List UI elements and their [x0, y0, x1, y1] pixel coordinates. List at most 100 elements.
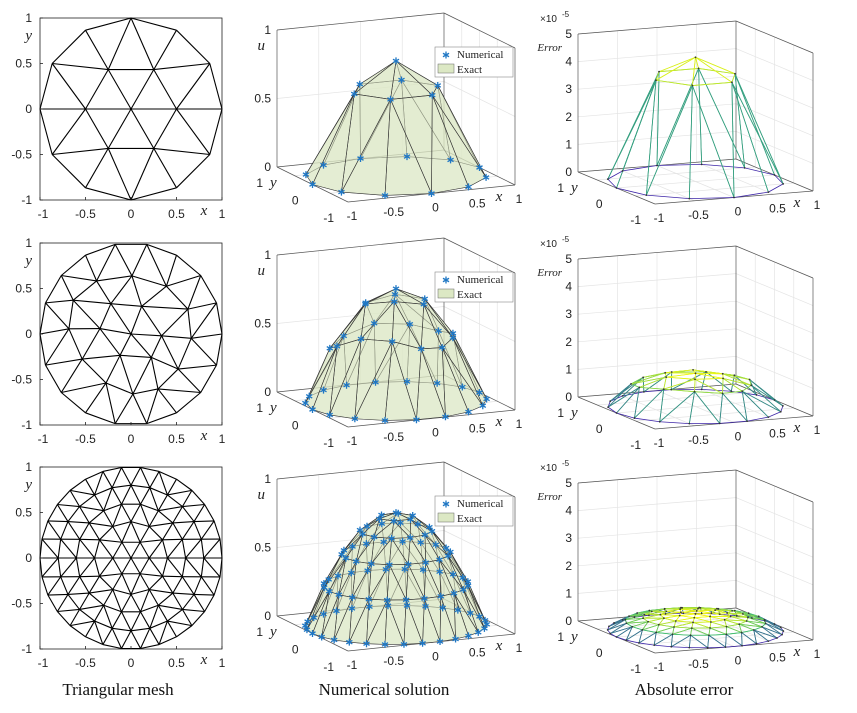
- error-point: [615, 187, 618, 189]
- error-edge: [764, 619, 784, 632]
- x-tick-label: 0: [735, 205, 742, 219]
- mesh-edge: [79, 592, 90, 610]
- mesh-edge: [105, 355, 121, 384]
- x-tick-label: 1: [814, 423, 821, 437]
- error-edge: [616, 187, 647, 196]
- error-edge: [630, 376, 667, 385]
- error-edge: [655, 56, 696, 81]
- mesh-edge: [157, 388, 201, 394]
- numerical-point-marker: [320, 584, 328, 592]
- numerical-point-marker: [359, 530, 366, 538]
- error-point: [710, 621, 712, 623]
- error-edge: [708, 634, 726, 648]
- mesh-edge: [161, 557, 168, 577]
- mesh-edge: [153, 69, 177, 110]
- error-edge: [756, 394, 775, 401]
- error-point: [773, 399, 776, 401]
- legend: Numerical Exact: [434, 271, 514, 303]
- mesh-edge: [85, 108, 109, 149]
- mesh-edge: [158, 636, 177, 646]
- mesh-edge: [141, 285, 167, 307]
- error-edge: [724, 619, 727, 627]
- numerical-point-marker: [403, 602, 411, 610]
- error-edge: [715, 609, 728, 614]
- y-tick-label: 1: [557, 406, 564, 420]
- z-tick-label: 0: [264, 160, 271, 174]
- mesh-edge: [194, 593, 215, 596]
- mesh-edge: [99, 557, 114, 577]
- numerical-point-marker: [402, 596, 410, 604]
- mesh-edge: [140, 628, 151, 649]
- mesh-edge: [141, 306, 163, 337]
- numerical-point-marker: [419, 639, 426, 647]
- y-tick-label: 0.5: [15, 57, 32, 71]
- error-point: [694, 613, 697, 615]
- numerical-point-marker: [326, 411, 334, 419]
- error-edge: [616, 412, 635, 419]
- error-edge: [695, 612, 712, 615]
- mesh-edge: [182, 609, 193, 626]
- error-edge: [656, 71, 660, 166]
- error-edge: [659, 389, 665, 422]
- error-point: [755, 394, 758, 396]
- numerical-point-marker: [352, 557, 360, 565]
- numerical-point-marker: [370, 533, 378, 541]
- x-tick-label: 0.5: [469, 196, 486, 210]
- mesh-edge: [39, 302, 47, 335]
- z-tick-label: 0: [264, 385, 271, 399]
- mesh-edge: [45, 302, 70, 330]
- mesh-edge: [103, 503, 122, 512]
- error-edge: [616, 80, 657, 189]
- mesh-edge: [219, 557, 223, 577]
- mesh-edge: [153, 148, 177, 189]
- error-edge: [711, 612, 731, 617]
- error-edge: [663, 388, 695, 393]
- mesh-edge: [131, 275, 167, 287]
- mesh-edge: [130, 306, 143, 335]
- mesh-edge: [191, 333, 223, 339]
- mesh-edge: [130, 148, 155, 201]
- mesh-edge: [96, 280, 112, 304]
- numerical-point-marker: [442, 544, 450, 552]
- mesh-edge: [60, 557, 77, 578]
- numerical-point-marker: [351, 415, 359, 423]
- surface-triangle: [329, 338, 362, 420]
- numerical-point-marker: [403, 153, 411, 161]
- mesh-edge: [157, 368, 179, 390]
- error-point: [638, 642, 640, 644]
- error-edge: [673, 620, 677, 628]
- error-point: [658, 70, 660, 73]
- z-tick-label: 4: [565, 504, 572, 518]
- numerical-point-marker: [340, 332, 348, 340]
- axes-edge: [276, 461, 445, 480]
- error-edge: [644, 610, 667, 616]
- mesh-edge: [72, 299, 101, 329]
- mesh-edge: [67, 506, 80, 522]
- mesh-edge: [215, 302, 223, 335]
- error-point: [645, 194, 648, 197]
- x-tick-label: 0.5: [769, 201, 786, 215]
- mesh-edge: [61, 274, 97, 282]
- error-point: [671, 633, 674, 636]
- mesh-edge: [148, 589, 159, 606]
- mesh-edge: [204, 594, 215, 612]
- mesh-edge: [45, 364, 62, 393]
- error-point: [633, 417, 636, 419]
- y-tick-label: 0: [596, 422, 603, 436]
- y-tick-label: 1: [256, 625, 263, 639]
- numerical-point-marker: [380, 538, 388, 546]
- numerical-point-marker: [400, 640, 408, 648]
- y-axis-label: y: [268, 624, 277, 640]
- x-tick-label: 0.5: [168, 207, 185, 221]
- y-axis-label: y: [268, 175, 277, 191]
- error-point: [636, 612, 639, 614]
- x-tick-label: -0.5: [75, 432, 96, 446]
- y-axis-label: y: [569, 405, 578, 421]
- numerical-point-marker: [438, 344, 446, 352]
- x-tick-label: 0.5: [769, 426, 786, 440]
- mesh-edge: [96, 275, 133, 282]
- mesh-edge: [79, 494, 95, 507]
- error-edge: [643, 371, 672, 393]
- error-point: [700, 163, 703, 166]
